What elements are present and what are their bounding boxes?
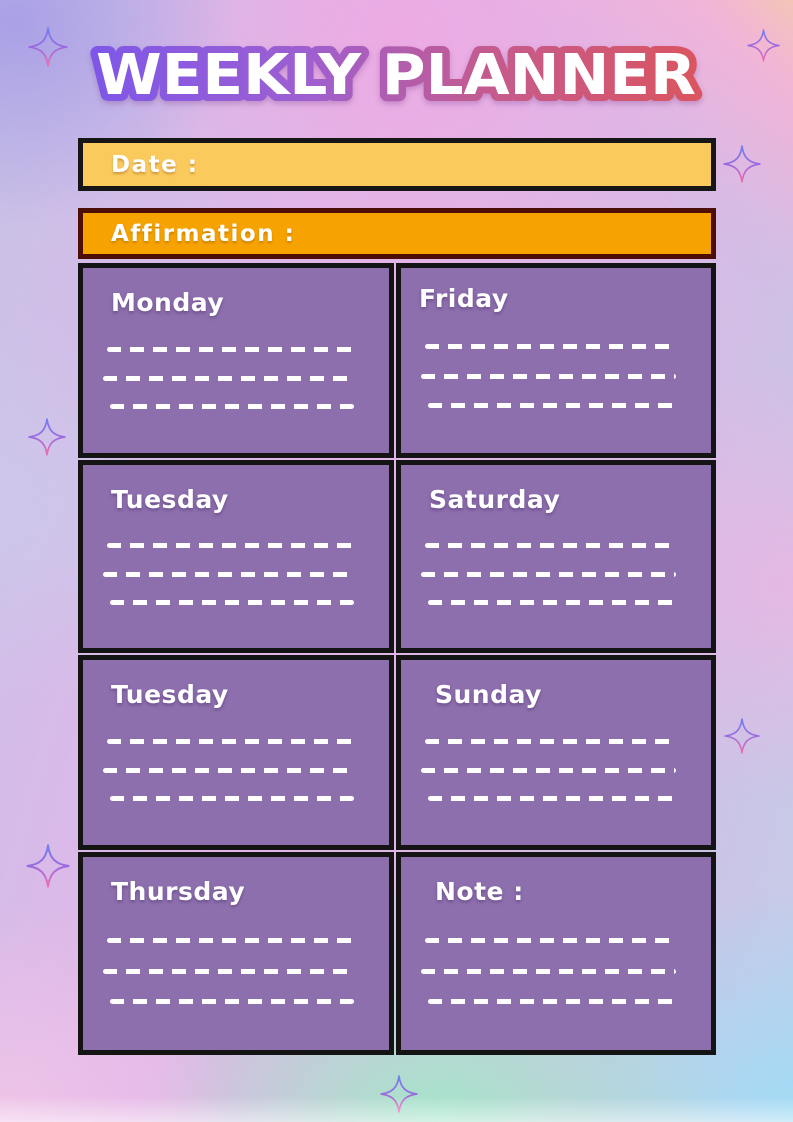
day-card-label: Saturday bbox=[429, 485, 561, 514]
dashed-writing-line bbox=[110, 404, 354, 410]
day-card-label: Thursday bbox=[111, 877, 246, 906]
day-card-label: Tuesday bbox=[111, 680, 229, 709]
day-card-label: Tuesday bbox=[111, 485, 229, 514]
writing-lines bbox=[103, 317, 369, 433]
day-card-friday: Friday bbox=[396, 263, 716, 458]
dashed-writing-line bbox=[107, 346, 354, 352]
dashed-writing-line bbox=[110, 999, 354, 1005]
writing-lines bbox=[421, 514, 691, 628]
day-card-thursday: Thursday bbox=[78, 852, 394, 1055]
dashed-writing-line bbox=[428, 999, 676, 1005]
dashed-writing-line bbox=[425, 543, 676, 549]
day-card-saturday: Saturday bbox=[396, 460, 716, 653]
sparkle-icon bbox=[723, 145, 761, 183]
day-card-tuesday: Tuesday bbox=[78, 460, 394, 653]
page-title: WEEKLY PLANNER bbox=[96, 43, 696, 108]
dashed-writing-line bbox=[110, 796, 354, 802]
dashed-writing-line bbox=[421, 373, 677, 379]
day-card-monday: Monday bbox=[78, 263, 394, 458]
writing-lines bbox=[103, 709, 369, 825]
affirmation-label: Affirmation : bbox=[111, 220, 296, 247]
writing-lines bbox=[103, 514, 369, 628]
dashed-writing-line bbox=[103, 968, 355, 974]
dashed-writing-line bbox=[107, 937, 354, 943]
sparkle-icon bbox=[28, 418, 66, 456]
dashed-writing-line bbox=[110, 599, 354, 605]
date-field: Date : bbox=[78, 138, 716, 191]
dashed-writing-line bbox=[103, 767, 355, 773]
note-card: Note : bbox=[396, 852, 716, 1055]
dashed-writing-line bbox=[103, 375, 355, 381]
bottom-fade-decoration bbox=[0, 1096, 793, 1122]
affirmation-field: Affirmation : bbox=[78, 208, 716, 259]
sparkle-icon bbox=[724, 718, 760, 754]
writing-lines bbox=[421, 709, 691, 825]
day-card-tuesday-2: Tuesday bbox=[78, 655, 394, 850]
dashed-writing-line bbox=[425, 738, 676, 744]
dashed-writing-line bbox=[428, 403, 676, 409]
dashed-writing-line bbox=[425, 343, 676, 349]
dashed-writing-line bbox=[421, 968, 677, 974]
note-card-label: Note : bbox=[435, 877, 524, 906]
dashed-writing-line bbox=[107, 738, 354, 744]
planner-grid: Monday Friday Tuesday Saturday Tuesd bbox=[78, 263, 716, 1057]
day-card-sunday: Sunday bbox=[396, 655, 716, 850]
dashed-writing-line bbox=[103, 571, 355, 577]
dashed-writing-line bbox=[421, 571, 677, 577]
writing-lines bbox=[103, 906, 369, 1030]
day-card-label: Sunday bbox=[435, 680, 542, 709]
sparkle-icon bbox=[26, 844, 70, 888]
dashed-writing-line bbox=[428, 599, 676, 605]
dashed-writing-line bbox=[107, 543, 354, 549]
date-label: Date : bbox=[111, 151, 199, 178]
day-card-label: Monday bbox=[111, 288, 225, 317]
dashed-writing-line bbox=[425, 937, 676, 943]
sparkle-icon bbox=[28, 27, 68, 67]
sparkle-icon bbox=[747, 29, 780, 62]
writing-lines bbox=[421, 906, 691, 1030]
day-card-label: Friday bbox=[419, 284, 509, 313]
sparkle-icon bbox=[380, 1075, 418, 1113]
page-title-banner: WEEKLY PLANNER bbox=[89, 36, 703, 115]
dashed-writing-line bbox=[421, 767, 677, 773]
writing-lines bbox=[421, 313, 691, 433]
dashed-writing-line bbox=[428, 796, 676, 802]
